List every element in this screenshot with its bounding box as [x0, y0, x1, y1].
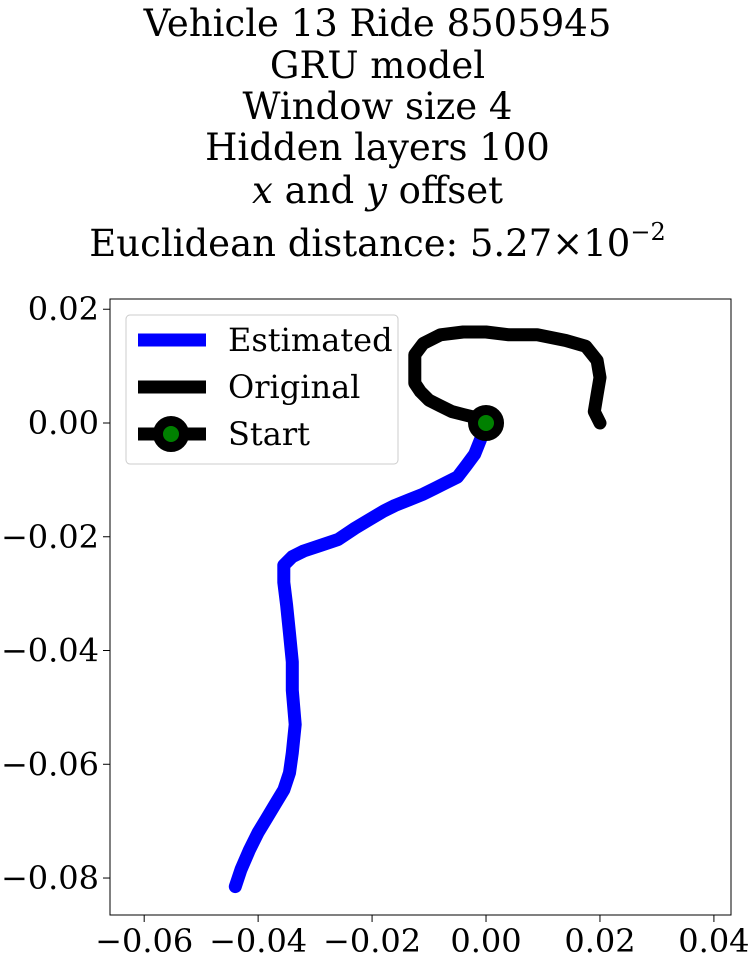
x-tick-label: −0.02 — [323, 922, 421, 960]
plot-area-frame — [109, 298, 732, 916]
x-tick-label: 0.02 — [564, 922, 635, 960]
title-line-window: Window size 4 — [242, 85, 513, 128]
x-tick-label: −0.06 — [95, 922, 193, 960]
y-tick-label: −0.06 — [1, 745, 99, 783]
title-offset-text: offset — [386, 169, 503, 212]
title-base: 10 — [583, 222, 631, 265]
series-layer — [228, 325, 607, 894]
legend-label-start: Start — [228, 415, 310, 453]
legend-marker-start — [153, 416, 189, 452]
title-distance-prefix: Euclidean distance: 5.27 — [89, 222, 553, 265]
title-line-vehicle: Vehicle 13 Ride 8505945 — [143, 2, 612, 45]
title-line-distance: Euclidean distance: 5.27×10−2 — [0, 212, 755, 264]
y-tick-label: −0.02 — [1, 518, 99, 556]
y-tick-label: 0.02 — [28, 290, 99, 328]
y-tick-label: −0.04 — [1, 632, 99, 670]
start-point-marker — [468, 404, 505, 441]
title-line-offset: x and y offset — [0, 170, 755, 211]
title-y-symbol: y — [366, 169, 387, 212]
legend-label-original: Original — [228, 368, 360, 406]
x-tick-label: 0.04 — [678, 922, 749, 960]
title-times-sign: × — [552, 222, 584, 265]
legend-box — [125, 314, 399, 465]
y-tick-label: −0.08 — [1, 859, 99, 897]
series-line-original — [408, 325, 607, 430]
y-tick-label: 0.00 — [28, 404, 99, 442]
title-line-hidden: Hidden layers 100 — [205, 126, 550, 169]
y-axis: 0.02 0.00 −0.02 −0.04 −0.06 −0.08 — [1, 290, 110, 897]
title-and-text: and — [272, 169, 366, 212]
title-exponent: −2 — [630, 218, 666, 246]
x-tick-label: 0.00 — [450, 922, 521, 960]
title-x-symbol: x — [252, 169, 273, 212]
legend-label-estimated: Estimated — [228, 321, 393, 359]
x-tick-label: −0.04 — [209, 922, 307, 960]
title-line-model: GRU model — [269, 44, 486, 87]
legend: Estimated Original Start — [125, 314, 399, 465]
series-line-estimated — [228, 416, 493, 894]
x-axis: −0.06 −0.04 −0.02 0.00 0.02 0.04 — [95, 915, 750, 960]
